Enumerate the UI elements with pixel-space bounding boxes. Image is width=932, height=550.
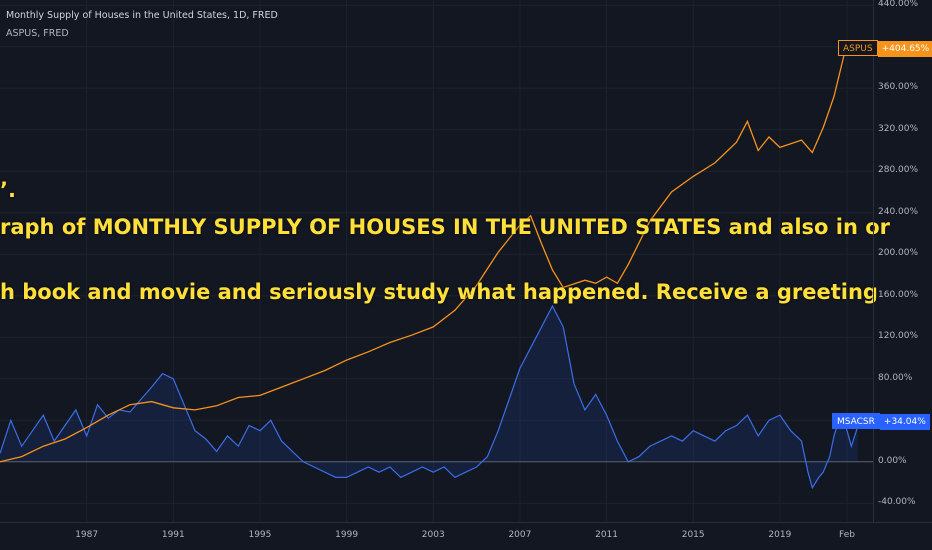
msacsr-area-fill <box>0 306 858 488</box>
x-tick-label: Feb <box>839 530 855 540</box>
y-tick-label: 200.00% <box>878 248 919 259</box>
chart-canvas[interactable] <box>0 0 873 522</box>
aspus-badge-value: +404.65% <box>877 41 932 57</box>
y-tick-label: 120.00% <box>878 331 919 342</box>
price-scale[interactable]: 440.00%400.00%360.00%320.00%280.00%240.0… <box>873 0 932 522</box>
y-tick-label: 320.00% <box>878 123 919 134</box>
x-tick-label: 2003 <box>421 530 445 540</box>
x-tick-label: 1999 <box>335 530 359 540</box>
msacsr-price-badge: MSACSR +34.04% <box>832 413 930 430</box>
x-tick-label: 1995 <box>248 530 272 540</box>
aspus-series-line <box>0 41 854 463</box>
x-tick-label: 2011 <box>595 530 618 540</box>
chart-subtitle-legend: ASPUS, FRED <box>6 28 69 39</box>
chart-title-legend: Monthly Supply of Houses in the United S… <box>6 10 278 21</box>
x-tick-label: 1987 <box>75 530 99 540</box>
y-tick-label: 80.00% <box>878 372 913 383</box>
plot-area[interactable]: Monthly Supply of Houses in the United S… <box>0 0 890 522</box>
y-tick-label: 160.00% <box>878 289 919 300</box>
y-tick-label: 240.00% <box>878 206 919 217</box>
y-tick-label: 440.00% <box>878 0 919 10</box>
msacsr-badge-value: +34.04% <box>879 414 930 430</box>
overlay-text-line-1: ’. <box>0 178 16 202</box>
x-tick-label: 2015 <box>681 530 705 540</box>
x-tick-label: 1991 <box>161 530 185 540</box>
msacsr-badge-name: MSACSR <box>832 413 880 429</box>
aspus-badge-name: ASPUS <box>838 40 878 56</box>
x-tick-label: 2019 <box>768 530 792 540</box>
aspus-price-badge: ASPUS +404.65% <box>838 40 932 57</box>
msacsr-series-line <box>0 304 859 490</box>
overlay-text-line-3: h book and movie and seriously study wha… <box>0 280 878 304</box>
time-scale[interactable]: 1987 1991 1995 1999 2003 2007 2011 2015 2019 Feb <box>0 522 932 550</box>
y-tick-label: 360.00% <box>878 82 919 93</box>
x-tick-label: 2007 <box>508 530 532 540</box>
y-tick-label: -40.00% <box>878 497 916 508</box>
y-tick-label: 280.00% <box>878 165 919 176</box>
overlay-text-line-2: raph of MONTHLY SUPPLY OF HOUSES IN THE … <box>0 215 890 239</box>
y-tick-label: 0.00% <box>878 455 907 466</box>
